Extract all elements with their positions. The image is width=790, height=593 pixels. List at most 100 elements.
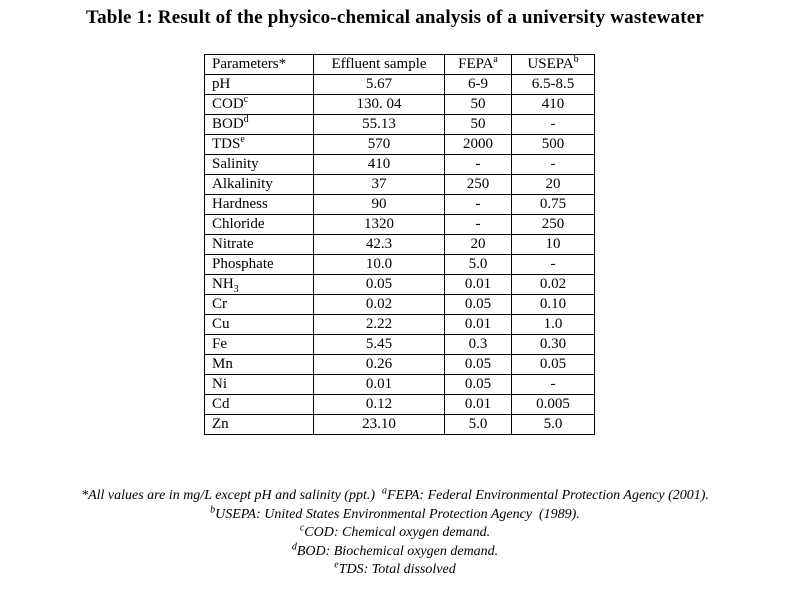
value-cell: 2.22 bbox=[313, 314, 445, 335]
param-cell: Hardness bbox=[204, 194, 314, 215]
table-row: BODd 55.13 50- bbox=[204, 114, 595, 135]
value-cell: - bbox=[444, 154, 512, 175]
param-cell: pH bbox=[204, 74, 314, 95]
value-cell: - bbox=[444, 194, 512, 215]
value-cell: 6-9 bbox=[444, 74, 512, 95]
value-cell: 0.10 bbox=[511, 294, 595, 315]
value-cell: 5.67 bbox=[313, 74, 445, 95]
value-cell: - bbox=[444, 214, 512, 235]
table-row: Phosphate 10.0 5.0- bbox=[204, 254, 595, 275]
value-cell: 90 bbox=[313, 194, 445, 215]
table-row: Salinity 410- - bbox=[204, 154, 595, 175]
table-body: pH 5.67 6-9 6.5-8.5 CODc 130. 04 50 410 BODd 55.1… bbox=[204, 74, 595, 435]
value-cell: 410 bbox=[313, 154, 445, 175]
header-cell-usepa: USEPAb bbox=[511, 54, 595, 75]
param-cell: BODd bbox=[204, 114, 314, 135]
header-cell-parameters: Parameters* bbox=[204, 54, 314, 75]
footnote-line: cCOD: Chemical oxygen demand. bbox=[299, 522, 491, 540]
value-cell: 0.05 bbox=[444, 354, 512, 375]
header-cell-fepa: FEPAa bbox=[444, 54, 512, 75]
table-row: Cu 2.22 0.01 1.0 bbox=[204, 314, 595, 335]
value-cell: 5.0 bbox=[511, 414, 595, 435]
param-cell: Zn bbox=[204, 414, 314, 435]
table-row: Ni 0.01 0.05- bbox=[204, 374, 595, 395]
value-cell: 20 bbox=[511, 174, 595, 195]
param-cell: TDSe bbox=[204, 134, 314, 155]
value-cell: 0.05 bbox=[444, 374, 512, 395]
param-cell: NH3 bbox=[204, 274, 314, 295]
table-row: CODc 130. 04 50 410 bbox=[204, 94, 595, 115]
param-cell: Alkalinity bbox=[204, 174, 314, 195]
table-row: Hardness 90-0.75 bbox=[204, 194, 595, 215]
value-cell: 0.30 bbox=[511, 334, 595, 355]
value-cell: 0.3 bbox=[444, 334, 512, 355]
value-cell: 250 bbox=[511, 214, 595, 235]
value-cell: 50 bbox=[444, 94, 512, 115]
table-row: pH 5.67 6-9 6.5-8.5 bbox=[204, 74, 595, 95]
table-header-row: Parameters* Effluent sample FEPAa USEPAb bbox=[204, 54, 595, 75]
value-cell: 0.01 bbox=[444, 314, 512, 335]
param-cell: Phosphate bbox=[204, 254, 314, 275]
table-caption: Table 1: Result of the physico-chemical … bbox=[85, 7, 705, 28]
value-cell: 37 bbox=[313, 174, 445, 195]
value-cell: 410 bbox=[511, 94, 595, 115]
value-cell: 0.02 bbox=[313, 294, 445, 315]
value-cell: 6.5-8.5 bbox=[511, 74, 595, 95]
value-cell: 0.05 bbox=[444, 294, 512, 315]
table-row: NH3 0.05 0.01 0.02 bbox=[204, 274, 595, 295]
value-cell: 10.0 bbox=[313, 254, 445, 275]
header-cell-effluentsample: Effluent sample bbox=[313, 54, 445, 75]
table-row: TDSe 570 2000 500 bbox=[204, 134, 595, 155]
table-row: Alkalinity 37 250 20 bbox=[204, 174, 595, 195]
param-cell: Ni bbox=[204, 374, 314, 395]
param-cell: Cu bbox=[204, 314, 314, 335]
value-cell: 0.12 bbox=[313, 394, 445, 415]
footnote-line: bUSEPA: United States Environmental Prot… bbox=[210, 503, 580, 522]
value-cell: 50 bbox=[444, 114, 512, 135]
footnote-line: *All values are in mg/L except pH and sa… bbox=[81, 485, 709, 503]
value-cell: 0.01 bbox=[444, 274, 512, 295]
table-row: Mn 0.26 0.05 0.05 bbox=[204, 354, 595, 375]
results-table: Parameters* Effluent sample FEPAa USEPAb pH… bbox=[204, 54, 595, 435]
results-table-container: Parameters* Effluent sample FEPAa USEPAb pH… bbox=[204, 54, 595, 435]
value-cell: 0.26 bbox=[313, 354, 445, 375]
table-row: Chloride 1320-250 bbox=[204, 214, 595, 235]
value-cell: 2000 bbox=[444, 134, 512, 155]
footnote-line: eTDS: Total dissolved bbox=[334, 559, 456, 577]
value-cell: 55.13 bbox=[313, 114, 445, 135]
value-cell: 0.05 bbox=[511, 354, 595, 375]
value-cell: 0.75 bbox=[511, 194, 595, 215]
param-cell: Salinity bbox=[204, 154, 314, 175]
value-cell: 42.3 bbox=[313, 234, 445, 255]
value-cell: 570 bbox=[313, 134, 445, 155]
param-cell: Cd bbox=[204, 394, 314, 415]
value-cell: 10 bbox=[511, 234, 595, 255]
table-header: Parameters* Effluent sample FEPAa USEPAb bbox=[204, 54, 595, 75]
value-cell: 0.02 bbox=[511, 274, 595, 295]
value-cell: 250 bbox=[444, 174, 512, 195]
table-row: Zn 23.10 5.0 5.0 bbox=[204, 414, 595, 435]
value-cell: 5.0 bbox=[444, 414, 512, 435]
value-cell: 1320 bbox=[313, 214, 445, 235]
value-cell: 0.05 bbox=[313, 274, 445, 295]
value-cell: 0.01 bbox=[444, 394, 512, 415]
param-cell: CODc bbox=[204, 94, 314, 115]
table-row: Cd 0.12 0.01 0.005 bbox=[204, 394, 595, 415]
value-cell: 500 bbox=[511, 134, 595, 155]
table-row: Fe 5.45 0.3 0.30 bbox=[204, 334, 595, 355]
value-cell: 130. 04 bbox=[313, 94, 445, 115]
param-cell: Nitrate bbox=[204, 234, 314, 255]
value-cell: 0.01 bbox=[313, 374, 445, 395]
param-cell: Mn bbox=[204, 354, 314, 375]
table-row: Cr 0.02 0.05 0.10 bbox=[204, 294, 595, 315]
value-cell: 5.45 bbox=[313, 334, 445, 355]
footnote-line: dBOD: Biochemical oxygen demand. bbox=[291, 540, 499, 559]
param-cell: Cr bbox=[204, 294, 314, 315]
value-cell: - bbox=[511, 374, 595, 395]
value-cell: 5.0 bbox=[444, 254, 512, 275]
value-cell: 23.10 bbox=[313, 414, 445, 435]
table-row: Nitrate 42.3 20 10 bbox=[204, 234, 595, 255]
value-cell: 0.005 bbox=[511, 394, 595, 415]
table-footnotes: *All values are in mg/L except pH and sa… bbox=[0, 485, 790, 580]
